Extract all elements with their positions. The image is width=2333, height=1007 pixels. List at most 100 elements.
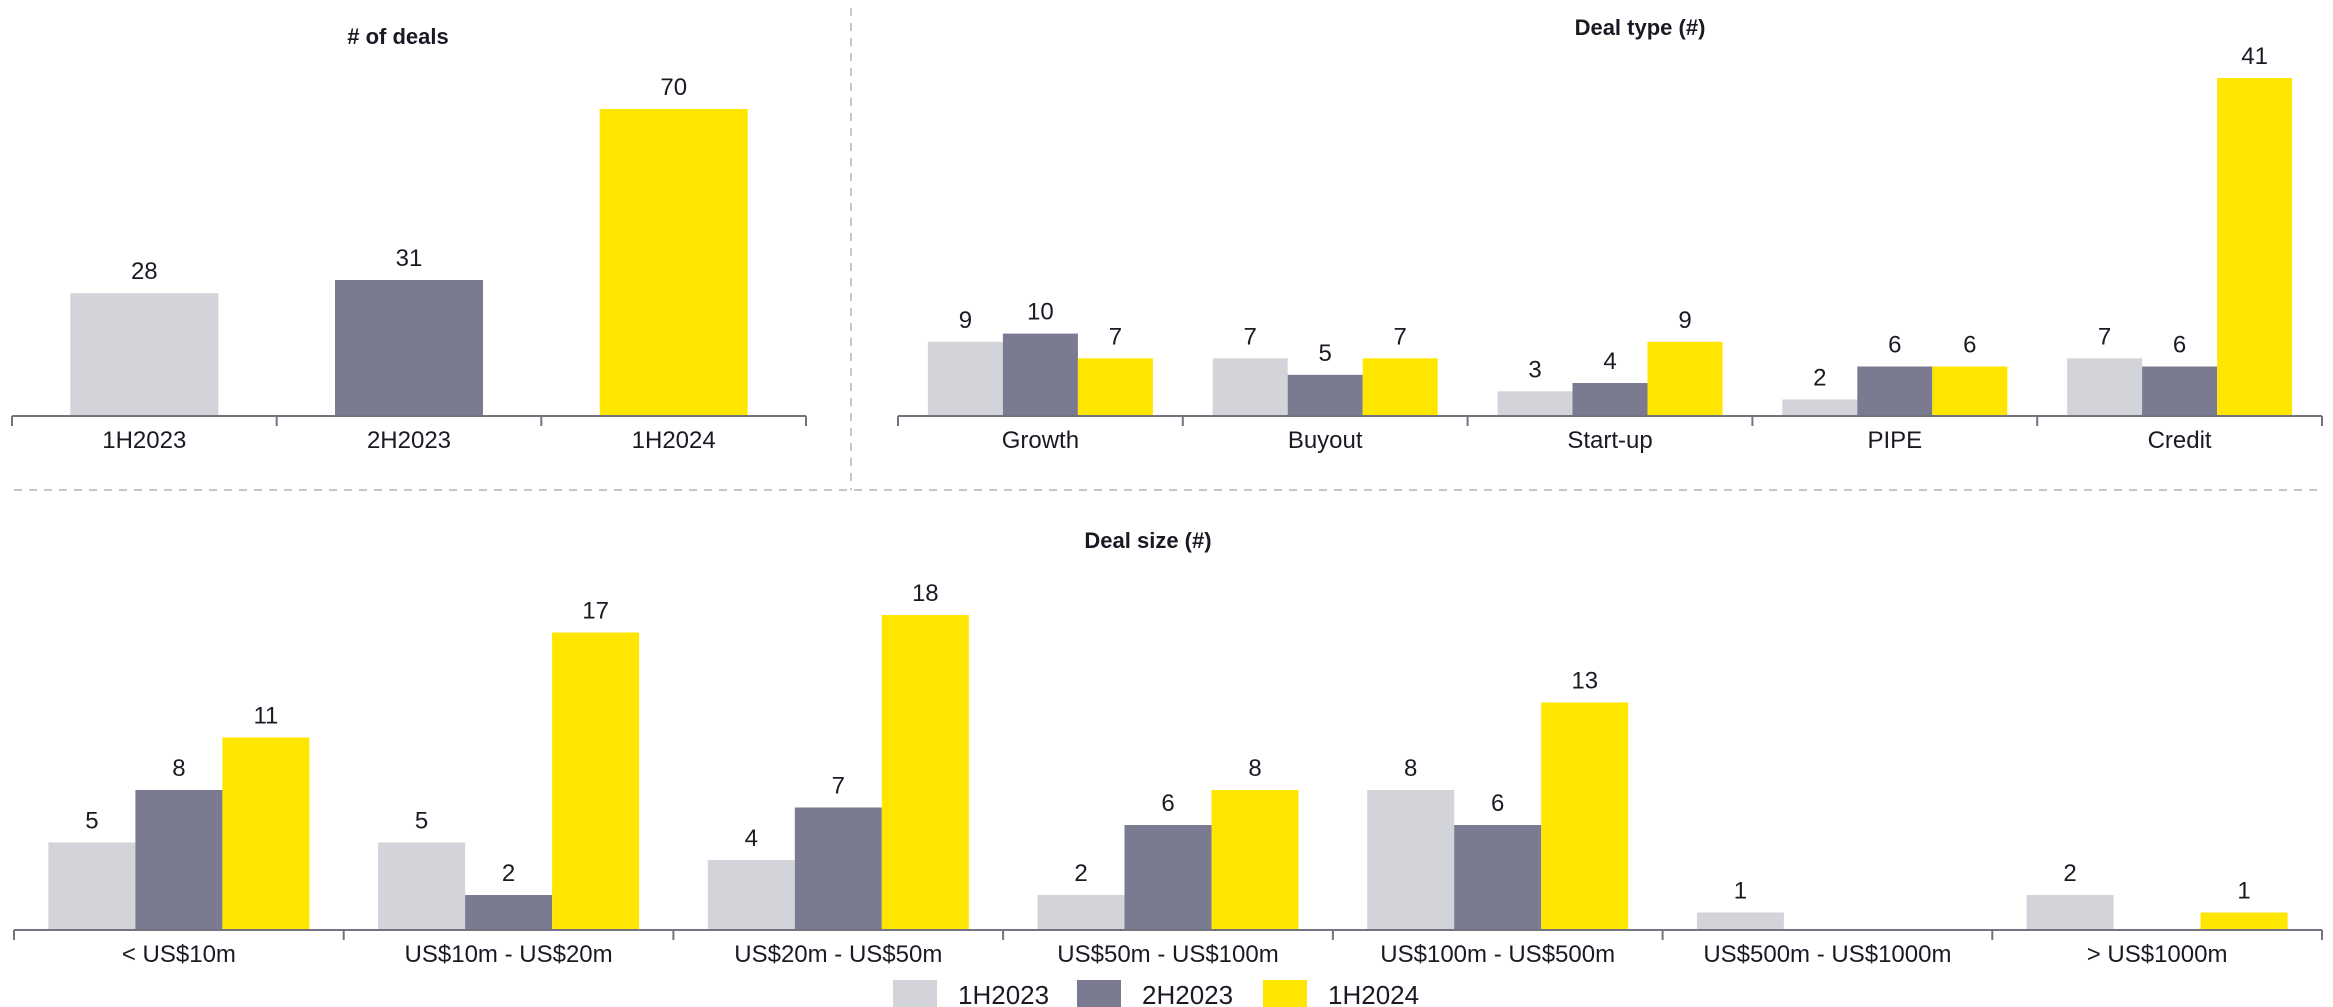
data-label-growth-1h2023: 9 bbox=[959, 307, 972, 334]
data-label-credit-2h2023: 6 bbox=[2173, 332, 2186, 359]
tick-label-buyout: Buyout bbox=[1288, 427, 1363, 454]
bar-us-10m-1h2024 bbox=[222, 737, 310, 930]
bar-credit-1h2024 bbox=[2217, 78, 2293, 416]
chart-title-deal-type: Deal type (#) bbox=[1575, 15, 1706, 40]
data-label-pipe-2h2023: 6 bbox=[1888, 332, 1901, 359]
bar-buyout-2h2023 bbox=[1287, 374, 1363, 416]
data-label-us-1000m-1h2024: 1 bbox=[2237, 878, 2250, 905]
tick-label-pipe: PIPE bbox=[1867, 427, 1922, 454]
chart-deal-count: 28 1H2023 31 2H2023 70 1H2024 bbox=[11, 74, 807, 454]
bar-us-20m-us-50m-1h2024 bbox=[881, 615, 969, 930]
bar-us-1000m-1h2024 bbox=[2200, 912, 2288, 930]
legend: 1H2023 2H2023 1H2024 bbox=[893, 980, 1419, 1007]
data-label-buyout-1h2023: 7 bbox=[1244, 323, 1257, 350]
data-label-credit-1h2024: 41 bbox=[2241, 43, 2268, 70]
data-label-us-500m-us-1000m-1h2023: 1 bbox=[1734, 878, 1747, 905]
tick-label-2h2023: 2H2023 bbox=[367, 427, 451, 454]
data-label-us-20m-us-50m-1h2023: 4 bbox=[745, 825, 758, 852]
data-label-buyout-1h2024: 7 bbox=[1394, 323, 1407, 350]
bar-buyout-1h2024 bbox=[1362, 358, 1438, 416]
data-label-us-10m-us-20m-2h2023: 2 bbox=[502, 860, 515, 887]
bar-buyout-1h2023 bbox=[1212, 358, 1288, 416]
data-label-growth-2h2023: 10 bbox=[1027, 299, 1054, 326]
legend-label-1h2024: 1H2024 bbox=[1328, 980, 1419, 1007]
bar-growth-1h2023 bbox=[927, 341, 1003, 416]
tick-label-growth: Growth bbox=[1002, 427, 1079, 454]
bar-growth-2h2023 bbox=[1002, 333, 1078, 416]
data-label-us-20m-us-50m-1h2024: 18 bbox=[912, 580, 939, 607]
data-label-us-10m-1h2024: 11 bbox=[253, 703, 278, 730]
bar-us-10m-us-20m-2h2023 bbox=[465, 895, 553, 930]
bar-start-up-2h2023 bbox=[1572, 383, 1648, 416]
bar-us-100m-us-500m-1h2024 bbox=[1541, 702, 1629, 930]
legend-label-2h2023: 2H2023 bbox=[1142, 980, 1233, 1007]
bar-1h2024 bbox=[599, 109, 748, 416]
tick-label-us-100m-us-500m: US$100m - US$500m bbox=[1380, 941, 1615, 968]
bar-2h2023 bbox=[335, 280, 483, 416]
bar-us-50m-us-100m-2h2023 bbox=[1124, 825, 1212, 930]
data-label-start-up-1h2023: 3 bbox=[1528, 356, 1541, 383]
tick-label-1h2023: 1H2023 bbox=[102, 427, 186, 454]
data-label-us-50m-us-100m-2h2023: 6 bbox=[1161, 790, 1174, 817]
data-label-us-50m-us-100m-1h2023: 2 bbox=[1074, 860, 1087, 887]
tick-label-start-up: Start-up bbox=[1567, 427, 1652, 454]
data-label-us-20m-us-50m-2h2023: 7 bbox=[832, 773, 845, 800]
bar-start-up-1h2023 bbox=[1497, 391, 1573, 416]
data-label-1h2024: 70 bbox=[660, 74, 687, 101]
legend-label-1h2023: 1H2023 bbox=[958, 980, 1049, 1007]
bar-us-1000m-1h2023 bbox=[2026, 895, 2114, 930]
bar-us-100m-us-500m-1h2023 bbox=[1367, 790, 1455, 930]
bar-start-up-1h2024 bbox=[1647, 341, 1723, 416]
data-label-start-up-2h2023: 4 bbox=[1603, 348, 1616, 375]
data-label-us-10m-us-20m-1h2023: 5 bbox=[415, 808, 428, 835]
data-label-us-50m-us-100m-1h2024: 8 bbox=[1248, 755, 1261, 782]
data-label-start-up-1h2024: 9 bbox=[1678, 307, 1691, 334]
data-label-us-10m-us-20m-1h2024: 17 bbox=[582, 598, 609, 625]
data-label-1h2023: 28 bbox=[131, 258, 158, 285]
legend-swatch-1h2023 bbox=[893, 980, 937, 1007]
tick-label-us-10m-us-20m: US$10m - US$20m bbox=[405, 941, 613, 968]
data-label-us-100m-us-500m-2h2023: 6 bbox=[1491, 790, 1504, 817]
data-label-growth-1h2024: 7 bbox=[1109, 323, 1122, 350]
bar-us-50m-us-100m-1h2024 bbox=[1211, 790, 1299, 930]
tick-label-credit: Credit bbox=[2148, 427, 2212, 454]
bar-us-10m-us-20m-1h2024 bbox=[552, 632, 640, 930]
data-label-us-1000m-1h2023: 2 bbox=[2063, 860, 2076, 887]
data-label-us-10m-2h2023: 8 bbox=[172, 755, 185, 782]
tick-label-us-500m-us-1000m: US$500m - US$1000m bbox=[1703, 941, 1951, 968]
chart-deal-type: 9 10 7 Growth 7 5 7 Buyout 3 4 9 Start-up 2 6 6 PIPE 7 6 4… bbox=[897, 43, 2323, 454]
bar-pipe-1h2024 bbox=[1932, 366, 2008, 416]
bar-pipe-2h2023 bbox=[1857, 366, 1933, 416]
bar-us-10m-2h2023 bbox=[135, 790, 223, 930]
legend-swatch-1h2024 bbox=[1263, 980, 1307, 1007]
bar-us-500m-us-1000m-1h2023 bbox=[1696, 912, 1784, 930]
bar-growth-1h2024 bbox=[1077, 358, 1153, 416]
tick-label-us-1000m: > US$1000m bbox=[2087, 941, 2228, 968]
bar-us-100m-us-500m-2h2023 bbox=[1454, 825, 1542, 930]
data-label-pipe-1h2024: 6 bbox=[1963, 332, 1976, 359]
bar-pipe-1h2023 bbox=[1782, 399, 1858, 416]
bar-us-10m-us-20m-1h2023 bbox=[378, 842, 466, 930]
tick-label-us-50m-us-100m: US$50m - US$100m bbox=[1057, 941, 1278, 968]
data-label-us-100m-us-500m-1h2023: 8 bbox=[1404, 755, 1417, 782]
bar-us-10m-1h2023 bbox=[48, 842, 136, 930]
bar-us-20m-us-50m-2h2023 bbox=[794, 807, 882, 930]
data-label-2h2023: 31 bbox=[396, 245, 423, 272]
data-label-us-100m-us-500m-1h2024: 13 bbox=[1571, 668, 1598, 695]
data-label-pipe-1h2023: 2 bbox=[1813, 365, 1826, 392]
data-label-buyout-2h2023: 5 bbox=[1319, 340, 1332, 367]
bar-credit-1h2023 bbox=[2067, 358, 2143, 416]
legend-swatch-2h2023 bbox=[1077, 980, 1121, 1007]
tick-label-us-20m-us-50m: US$20m - US$50m bbox=[734, 941, 942, 968]
data-label-credit-1h2023: 7 bbox=[2098, 323, 2111, 350]
chart-title-deal-size: Deal size (#) bbox=[1084, 528, 1211, 553]
tick-label-us-10m: < US$10m bbox=[122, 941, 236, 968]
bar-us-20m-us-50m-1h2023 bbox=[707, 860, 795, 930]
bar-1h2023 bbox=[70, 293, 219, 416]
data-label-us-10m-1h2023: 5 bbox=[85, 808, 98, 835]
chart-title-deal-count: # of deals bbox=[347, 24, 448, 49]
bar-credit-2h2023 bbox=[2142, 366, 2218, 416]
bar-us-50m-us-100m-1h2023 bbox=[1037, 895, 1125, 930]
